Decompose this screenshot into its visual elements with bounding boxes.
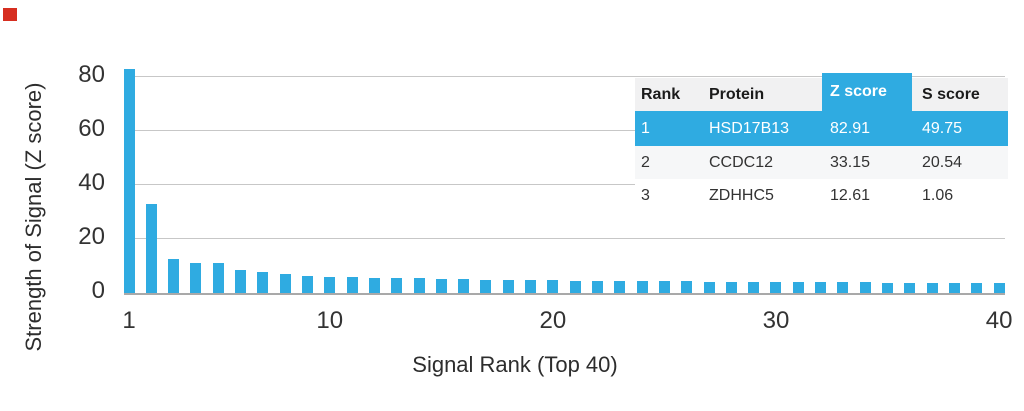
bar-rank-13 — [391, 278, 403, 293]
bar-rank-11 — [346, 277, 358, 293]
x-tick-10: 10 — [316, 307, 344, 334]
bar-rank-25 — [658, 281, 670, 293]
table-cell: 49.75 — [922, 119, 963, 137]
bar-rank-27 — [703, 281, 715, 293]
bar-rank-21 — [569, 280, 581, 293]
table-row-3: 3 ZDHHC5 12.61 1.06 — [635, 179, 1008, 212]
bar-rank-26 — [681, 281, 693, 293]
bar-rank-14 — [413, 278, 425, 293]
table-cell: 2 — [641, 153, 650, 171]
gridline-20 — [124, 238, 1005, 240]
bar-rank-40 — [993, 283, 1005, 293]
x-tick-30: 30 — [762, 307, 790, 334]
table-header-row: Rank Protein Z score S score — [635, 73, 1008, 111]
bar-rank-1 — [123, 69, 135, 293]
bar-rank-18 — [502, 279, 514, 293]
bar-rank-19 — [525, 280, 537, 293]
gridline-80 — [124, 76, 1005, 78]
table-cell: 20.54 — [922, 153, 963, 171]
x-axis-title: Signal Rank (Top 40) — [412, 352, 618, 377]
table-cell: ZDHHC5 — [709, 186, 774, 204]
x-tick-20: 20 — [539, 307, 567, 334]
bar-rank-31 — [792, 282, 804, 293]
y-tick-60: 60 — [78, 115, 105, 142]
table-row-1: 1 HSD17B13 82.91 49.75 — [635, 111, 1008, 146]
bar-rank-2 — [145, 203, 157, 293]
table-cell: 12.61 — [830, 186, 871, 204]
bar-rank-10 — [324, 276, 336, 293]
y-tick-20: 20 — [78, 223, 105, 250]
bar-rank-12 — [368, 277, 380, 293]
y-tick-0: 0 — [91, 277, 105, 304]
bar-rank-9 — [301, 275, 313, 293]
bar-rank-5 — [212, 263, 224, 293]
gridline-60 — [124, 130, 1005, 132]
bar-rank-17 — [480, 279, 492, 293]
bar-rank-23 — [614, 280, 626, 293]
top-proteins-table: Rank Protein Z score S score 1 HSD17B13 82.91… — [635, 73, 1008, 212]
bar-rank-8 — [279, 274, 291, 293]
bar-rank-29 — [748, 281, 760, 293]
bar-rank-35 — [882, 282, 894, 293]
table-cell: CCDC12 — [709, 153, 774, 171]
table-cell: 1.06 — [922, 186, 954, 204]
header-cell-z-score: Z score — [822, 73, 912, 111]
bar-rank-20 — [547, 280, 559, 293]
bar-rank-28 — [725, 281, 737, 293]
table-cell: HSD17B13 — [709, 119, 790, 137]
bar-rank-37 — [926, 283, 938, 293]
bar-rank-16 — [458, 279, 470, 293]
bar-rank-22 — [592, 280, 603, 293]
bar-rank-7 — [257, 272, 269, 293]
y-tick-80: 80 — [78, 61, 105, 88]
bar-rank-15 — [435, 278, 447, 293]
header-cell-protein: Protein — [700, 78, 822, 111]
red-square-marker — [3, 8, 17, 21]
bar-rank-33 — [837, 282, 849, 293]
x-tick-1: 1 — [122, 307, 136, 334]
table-body: 1 HSD17B13 82.91 49.75 2 CCDC12 33.15 20.54 3 ZDH… — [635, 111, 1008, 212]
bar-rank-36 — [904, 282, 916, 293]
table-cell: 1 — [641, 119, 650, 137]
bar-rank-38 — [948, 283, 960, 293]
plot-area — [123, 60, 1005, 295]
bar-rank-32 — [815, 282, 827, 293]
y-tick-40: 40 — [78, 169, 105, 196]
bar-rank-34 — [859, 282, 871, 293]
header-cell-s-score: S score — [912, 78, 1008, 111]
bar-rank-3 — [168, 258, 180, 293]
y-axis-tick-labels: 0 20 40 60 80 — [0, 0, 105, 411]
header-cell-rank: Rank — [635, 78, 700, 111]
gridline-40 — [124, 184, 1005, 186]
table-row-2: 2 CCDC12 33.15 20.54 — [635, 146, 1008, 179]
x-axis-tick-labels: 1 10 20 30 40 — [122, 307, 1012, 338]
table-cell: 33.15 — [830, 153, 871, 171]
table-cell: 3 — [641, 186, 650, 204]
bar-rank-39 — [971, 283, 983, 293]
bar-rank-30 — [770, 281, 782, 293]
x-tick-40: 40 — [985, 307, 1013, 334]
bar-rank-4 — [190, 262, 202, 293]
bar-rank-24 — [636, 281, 648, 293]
table-cell: 82.91 — [830, 119, 871, 137]
bar-rank-6 — [235, 269, 247, 293]
